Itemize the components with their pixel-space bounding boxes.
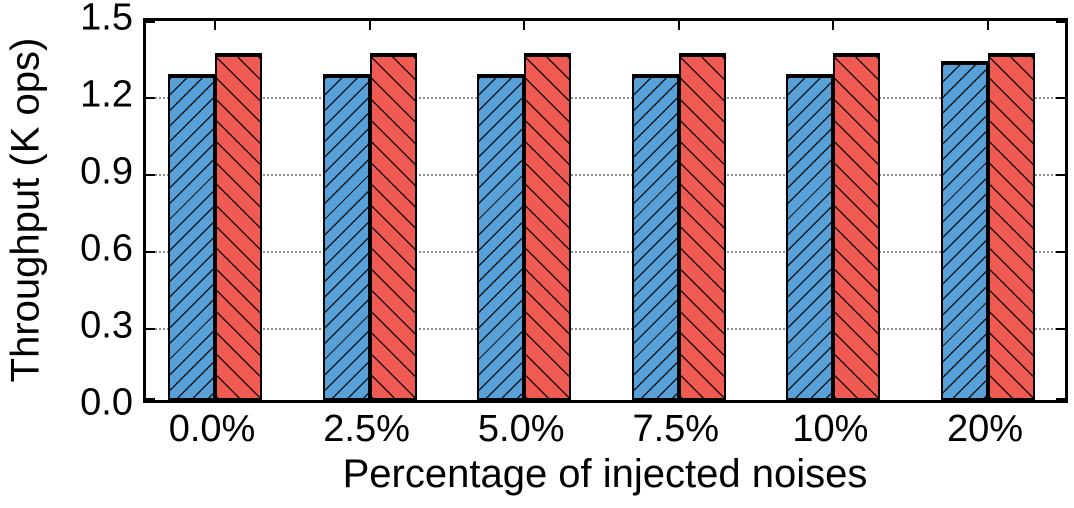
gridline-y-0.3: [146, 328, 1065, 330]
x-tick-label-10%: 10%: [792, 408, 869, 450]
x-tick-mark: [523, 21, 526, 30]
plot-area: [143, 18, 1068, 403]
x-tick-label-0.0%: 0.0%: [168, 408, 256, 450]
bar-red-10%: [833, 53, 881, 400]
x-tick-label-5.0%: 5.0%: [477, 408, 565, 450]
y-tick-mark: [1056, 97, 1065, 99]
y-tick-mark: [146, 21, 155, 23]
bar-blue-0.0%: [168, 74, 215, 400]
gridline-y-0.9: [146, 174, 1065, 176]
bar-blue-20%: [941, 61, 988, 400]
y-tick-mark: [146, 97, 155, 99]
x-tick-label-7.5%: 7.5%: [632, 408, 720, 450]
y-tick-mark: [1056, 328, 1065, 330]
y-tick-label-1.5: 1.5: [80, 0, 133, 39]
x-tick-mark: [677, 21, 680, 30]
bar-red-20%: [988, 53, 1035, 400]
y-tick-mark: [1056, 398, 1065, 400]
bar-red-2.5%: [369, 53, 417, 400]
gridline-y-0.6: [146, 251, 1065, 253]
x-tick-label-2.5%: 2.5%: [323, 408, 410, 450]
bar-red-7.5%: [678, 53, 726, 400]
x-tick-label-20%: 20%: [946, 408, 1024, 450]
bar-blue-7.5%: [631, 74, 679, 400]
y-tick-label-0.9: 0.9: [80, 150, 133, 193]
y-tick-label-0.0: 0.0: [80, 381, 133, 424]
y-tick-mark: [1056, 174, 1065, 176]
bar-red-0.0%: [215, 53, 262, 400]
bar-blue-10%: [786, 74, 834, 400]
bar-blue-2.5%: [322, 74, 370, 400]
bar-red-5.0%: [524, 53, 572, 400]
y-tick-mark: [146, 174, 155, 176]
x-tick-mark: [368, 21, 371, 30]
y-tick-label-0.6: 0.6: [80, 227, 133, 270]
y-axis-title: Throughput (K ops): [3, 37, 48, 383]
gridline-y-1.2: [146, 97, 1065, 99]
bar-blue-5.0%: [477, 74, 525, 400]
x-axis-title: Percentage of injected noises: [342, 452, 868, 496]
y-tick-mark: [1056, 251, 1065, 253]
y-tick-label-1.2: 1.2: [80, 73, 133, 116]
x-tick-mark: [987, 21, 989, 30]
y-tick-mark: [146, 328, 155, 330]
x-tick-mark: [214, 21, 216, 30]
x-tick-mark: [832, 21, 835, 30]
y-tick-label-0.3: 0.3: [80, 304, 133, 347]
y-tick-mark: [1056, 21, 1065, 23]
y-tick-mark: [146, 251, 155, 253]
y-tick-mark: [146, 398, 155, 400]
